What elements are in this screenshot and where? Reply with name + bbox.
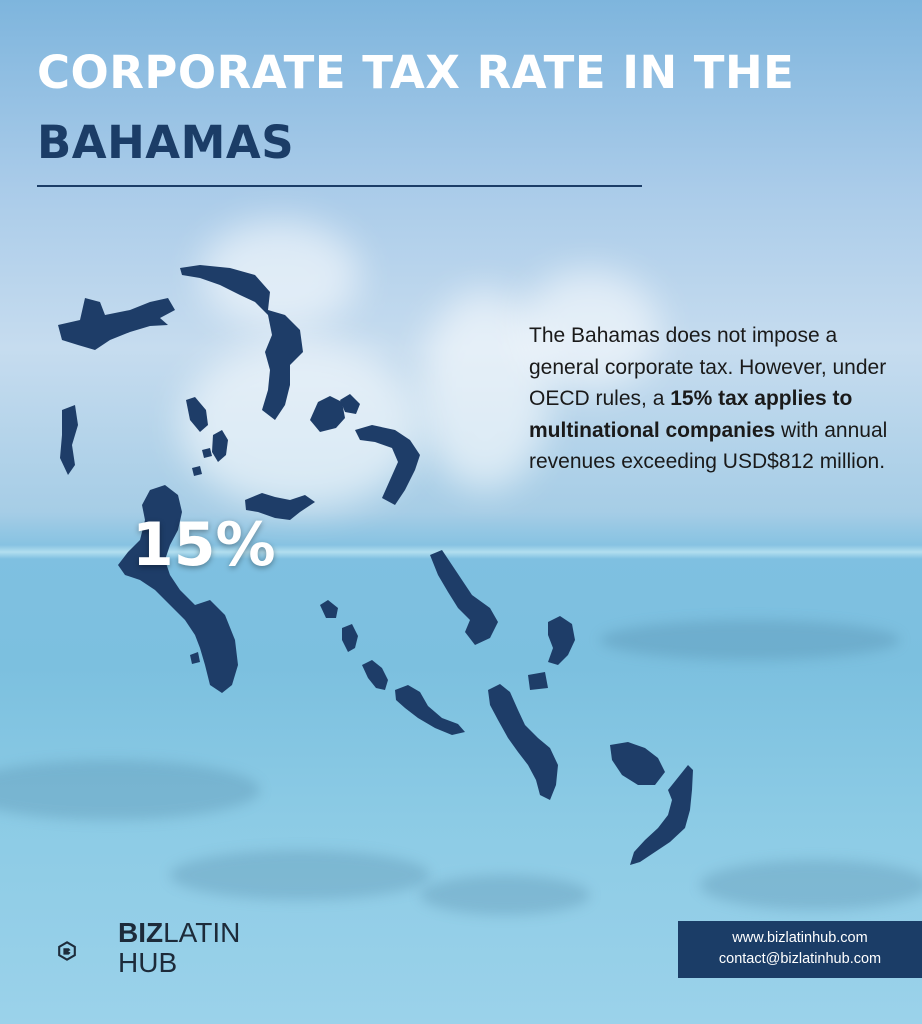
email-link[interactable]: contact@bizlatinhub.com	[718, 951, 882, 967]
logo-biz: BIZ	[118, 917, 164, 948]
company-logo-text: BIZLATIN HUB	[118, 918, 240, 978]
tax-description: The Bahamas does not impose a general co…	[529, 320, 909, 478]
title-line-1: CORPORATE TAX RATE IN THE	[37, 46, 795, 99]
cloud	[520, 270, 660, 390]
bizlatinhub-logo-icon	[58, 941, 76, 961]
description-text-1: The Bahamas does not impose a general co…	[529, 324, 887, 410]
logo-hub: HUB	[118, 947, 178, 978]
horizon	[0, 545, 922, 559]
shoal	[170, 850, 430, 900]
title-line-2: BAHAMAS	[37, 116, 295, 169]
description-highlight: 15% tax applies to multinational compani…	[529, 387, 853, 442]
title-divider	[37, 185, 642, 187]
tax-rate-value: 15%	[132, 510, 276, 580]
shoal	[700, 860, 922, 910]
shoal	[600, 620, 900, 660]
shoal	[420, 875, 590, 915]
bahamas-map-icon	[58, 265, 693, 865]
logo-latin: LATIN	[163, 917, 241, 948]
contact-box: www.bizlatinhub.com contact@bizlatinhub.…	[678, 921, 922, 978]
shoal	[0, 760, 260, 820]
page-title: CORPORATE TAX RATE IN THE BAHAMAS	[37, 38, 794, 178]
cloud	[180, 340, 420, 510]
description-text-2: with annual revenues exceeding USD$812 m…	[529, 418, 888, 474]
website-link[interactable]: www.bizlatinhub.com	[732, 930, 868, 946]
